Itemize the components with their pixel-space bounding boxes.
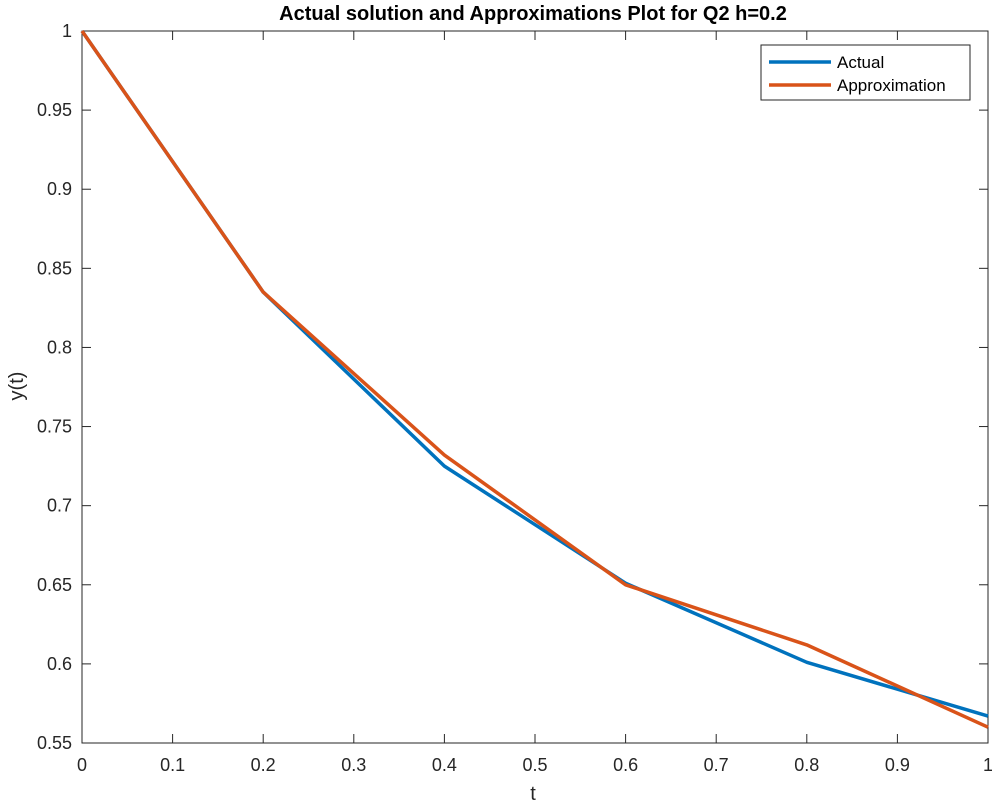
y-axis-label: y(t): [6, 372, 28, 401]
y-tick-label: 0.8: [47, 337, 72, 357]
y-tick-label: 0.75: [37, 417, 72, 437]
x-tick-label: 0.7: [704, 755, 729, 775]
plot-area: 0 0.1 0.2 0.3 0.4 0.5 0.6 0.7 0.8 0.9 1 0.55 0.6 0.65…: [37, 21, 992, 775]
x-tick-label: 1: [983, 755, 992, 775]
y-tick-label: 0.7: [47, 496, 72, 516]
y-tick-label: 0.95: [37, 100, 72, 120]
y-tick-label: 0.55: [37, 733, 72, 753]
x-axis-label: t: [530, 783, 536, 804]
x-tick-label: 0.5: [522, 755, 547, 775]
x-tick-label: 0.8: [794, 755, 819, 775]
x-tick-label: 0.9: [885, 755, 910, 775]
x-tick-label: 0: [77, 755, 87, 775]
legend: Actual Approximation: [760, 44, 971, 101]
series-line-approximation: [80, 30, 989, 729]
y-tick-label: 0.65: [37, 575, 72, 595]
chart-title: Actual solution and Approximations Plot …: [279, 3, 787, 25]
y-tick-label: 0.85: [37, 258, 72, 278]
plot-frame: [81, 30, 989, 744]
y-tick-label: 1: [62, 21, 72, 41]
x-tick-label: 0.1: [160, 755, 185, 775]
legend-label: Actual: [837, 53, 884, 72]
y-tick-label: 0.6: [47, 654, 72, 674]
x-tick-label: 0.6: [613, 755, 638, 775]
x-tick-label: 0.3: [341, 755, 366, 775]
legend-box: [760, 44, 971, 101]
x-tick-label: 0.4: [432, 755, 457, 775]
legend-label: Approximation: [837, 76, 946, 95]
x-tick-label: 0.2: [251, 755, 276, 775]
y-tick-label: 0.9: [47, 179, 72, 199]
